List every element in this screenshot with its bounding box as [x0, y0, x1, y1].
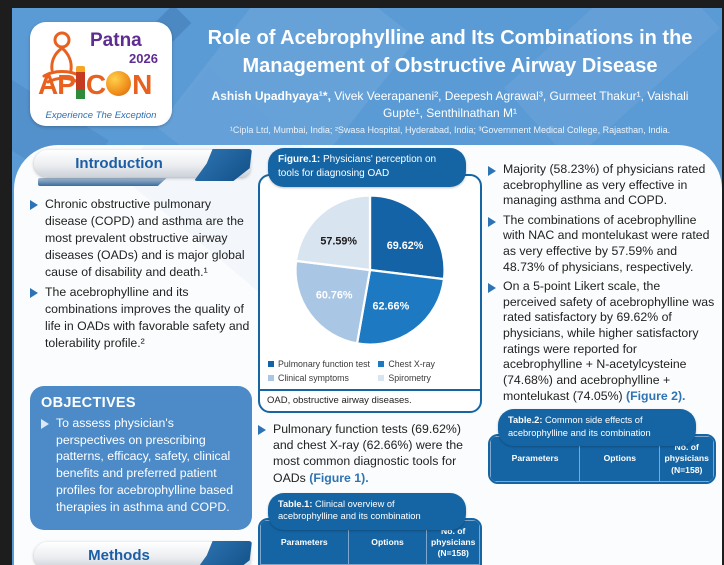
- introduction-header: Introduction: [30, 148, 252, 188]
- figure1-reference: (Figure 1).: [309, 470, 369, 485]
- table2-label: Table.2:: [508, 415, 543, 426]
- logo-tagline: Experience The Exception: [45, 110, 157, 121]
- finding-text: Pulmonary function tests (69.62%) and ch…: [273, 421, 482, 486]
- orange-globe-icon: [106, 71, 132, 96]
- intro-bullet-text: Chronic obstructive pulmonary disease (C…: [45, 197, 245, 279]
- arrow-bullet-icon: [488, 216, 496, 227]
- introduction-bullets: Chronic obstructive pulmonary disease (C…: [30, 196, 252, 352]
- intro-bullet-text: The acebrophylline and its combinations …: [45, 284, 250, 350]
- figure1-footnote: OAD, obstructive airway diseases.: [260, 389, 480, 411]
- logo-city: Patna: [90, 30, 142, 51]
- legend-label: Spirometry: [388, 373, 431, 383]
- legend-swatch-icon: [378, 361, 385, 367]
- pie-slice-pulmonary-function-test: [368, 194, 446, 281]
- right-column: Majority (58.23%) of physicians rated ac…: [488, 148, 716, 484]
- pie-value-pulmonary: 69.62%: [387, 240, 424, 252]
- legend-label: Pulmonary function test: [278, 359, 370, 369]
- results-bullet-text: Majority (58.23%) of physicians rated ac…: [503, 162, 706, 208]
- arrow-bullet-icon: [488, 283, 496, 294]
- intro-bullet: Chronic obstructive pulmonary disease (C…: [30, 196, 252, 281]
- results-bullet3-body: On a 5-point Likert scale, the perceived…: [503, 279, 715, 403]
- methods-header: Methods: [30, 540, 252, 565]
- first-author: Ashish Upadhyaya¹*,: [211, 89, 331, 103]
- legend-item: Spirometry: [378, 373, 472, 383]
- pie-slice-chest-x-ray: [355, 268, 446, 346]
- results-bullet: The combinations of acebrophylline with …: [488, 213, 716, 275]
- legend-swatch-icon: [268, 361, 274, 367]
- table1-title: Clinical overview of acebrophylline and …: [278, 498, 421, 522]
- methods-heading: Methods: [88, 547, 150, 564]
- figure1-caption-pill: Figure.1: Physicians' perception on tool…: [268, 148, 466, 187]
- left-column: Introduction Chronic obstructive pulmona…: [30, 148, 252, 355]
- logo-name: AP C N: [38, 66, 152, 100]
- arrow-bullet-icon: [30, 200, 38, 210]
- poster-title-line1: Role of Acebrophylline and Its Combinati…: [207, 27, 693, 49]
- finding-bullet: Pulmonary function tests (69.62%) and ch…: [258, 421, 482, 486]
- poster-title-line2: Management of Obstructive Airway Disease: [242, 55, 658, 77]
- legend-label: Chest X-ray: [388, 359, 435, 369]
- results-bullet: Majority (58.23%) of physicians rated ac…: [488, 162, 716, 209]
- middle-column: Figure.1: Physicians' perception on tool…: [258, 148, 482, 565]
- objectives-heading: OBJECTIVES: [41, 395, 136, 411]
- results-bullet-text: The combinations of acebrophylline with …: [503, 212, 710, 274]
- objectives-bullet: To assess physician's perspectives on pr…: [41, 415, 241, 515]
- table1-caption-pill: Table.1: Clinical overview of acebrophyl…: [268, 492, 466, 530]
- arrow-bullet-icon: [488, 166, 496, 176]
- results-bullet: On a 5-point Likert scale, the perceived…: [488, 279, 716, 404]
- poster-header: Role of Acebrophylline and Its Combinati…: [180, 24, 720, 135]
- table2-caption-pill: Table.2: Common side effects of acebroph…: [498, 409, 696, 447]
- coauthors: Vivek Veerapaneni², Deepesh Agrawal³, Gu…: [330, 89, 689, 120]
- logo-name-n: N: [132, 69, 152, 100]
- finding-body: Pulmonary function tests (69.62%) and ch…: [273, 422, 464, 485]
- results-bullet-text: On a 5-point Likert scale, the perceived…: [503, 279, 716, 404]
- legend-item: Clinical symptoms: [268, 373, 378, 383]
- pie-slice-spirometry: [294, 194, 372, 272]
- pie-value-clinical: 60.76%: [316, 289, 353, 301]
- table2-title: Common side effects of acebrophylline an…: [508, 415, 651, 438]
- legend-item: Chest X-ray: [378, 359, 472, 369]
- logo-name-c: C: [85, 69, 106, 100]
- legend-label: Clinical symptoms: [278, 373, 349, 383]
- pie-legend: Pulmonary function test Chest X-ray Clin…: [260, 357, 480, 383]
- ribbon-underbar: [38, 178, 167, 186]
- affiliations-line: ¹Cipla Ltd, Mumbai, India; ²Swasa Hospit…: [229, 124, 671, 135]
- introduction-heading: Introduction: [75, 155, 163, 172]
- conference-poster: Patna 2026 AP C N Experience The Exception…: [12, 8, 722, 565]
- ribbon-bar: [34, 542, 250, 565]
- arrow-bullet-icon: [30, 287, 38, 298]
- arrow-bullet-icon: [41, 419, 49, 429]
- intro-bullet: The acebrophylline and its combinations …: [30, 284, 252, 352]
- objectives-box: OBJECTIVES To assess physician's perspec…: [30, 386, 252, 531]
- logo-name-ap: AP: [38, 69, 76, 100]
- table1-label: Table.1:: [278, 498, 313, 509]
- figure1-label: Figure.1:: [278, 154, 321, 165]
- legend-item: Pulmonary function test: [268, 359, 378, 369]
- pie-slice-clinical-symptoms: [294, 259, 372, 345]
- figure2-reference: (Figure 2).: [626, 388, 686, 403]
- golghar-tower-icon: [75, 66, 85, 99]
- legend-swatch-icon: [378, 375, 385, 381]
- figure1-title: Physicians' perception on tools for diag…: [278, 154, 437, 179]
- pie-chart: 69.62% 62.66% 60.76% 57.59%: [260, 188, 480, 357]
- authors-line: Ashish Upadhyaya¹*, Vivek Veerapaneni², …: [198, 88, 703, 122]
- pie-value-spirometry: 57.59%: [320, 236, 357, 248]
- logo-year: 2026: [129, 51, 158, 66]
- apicon-logo: Patna 2026 AP C N Experience The Exception: [30, 22, 172, 126]
- figure1-panel: 69.62% 62.66% 60.76% 57.59% Pulmonary fu…: [258, 174, 482, 413]
- pie-value-chest-xray: 62.66%: [373, 301, 410, 313]
- legend-swatch-icon: [268, 375, 274, 381]
- arrow-bullet-icon: [258, 425, 266, 435]
- objectives-bullet-text: To assess physician's perspectives on pr…: [56, 416, 234, 514]
